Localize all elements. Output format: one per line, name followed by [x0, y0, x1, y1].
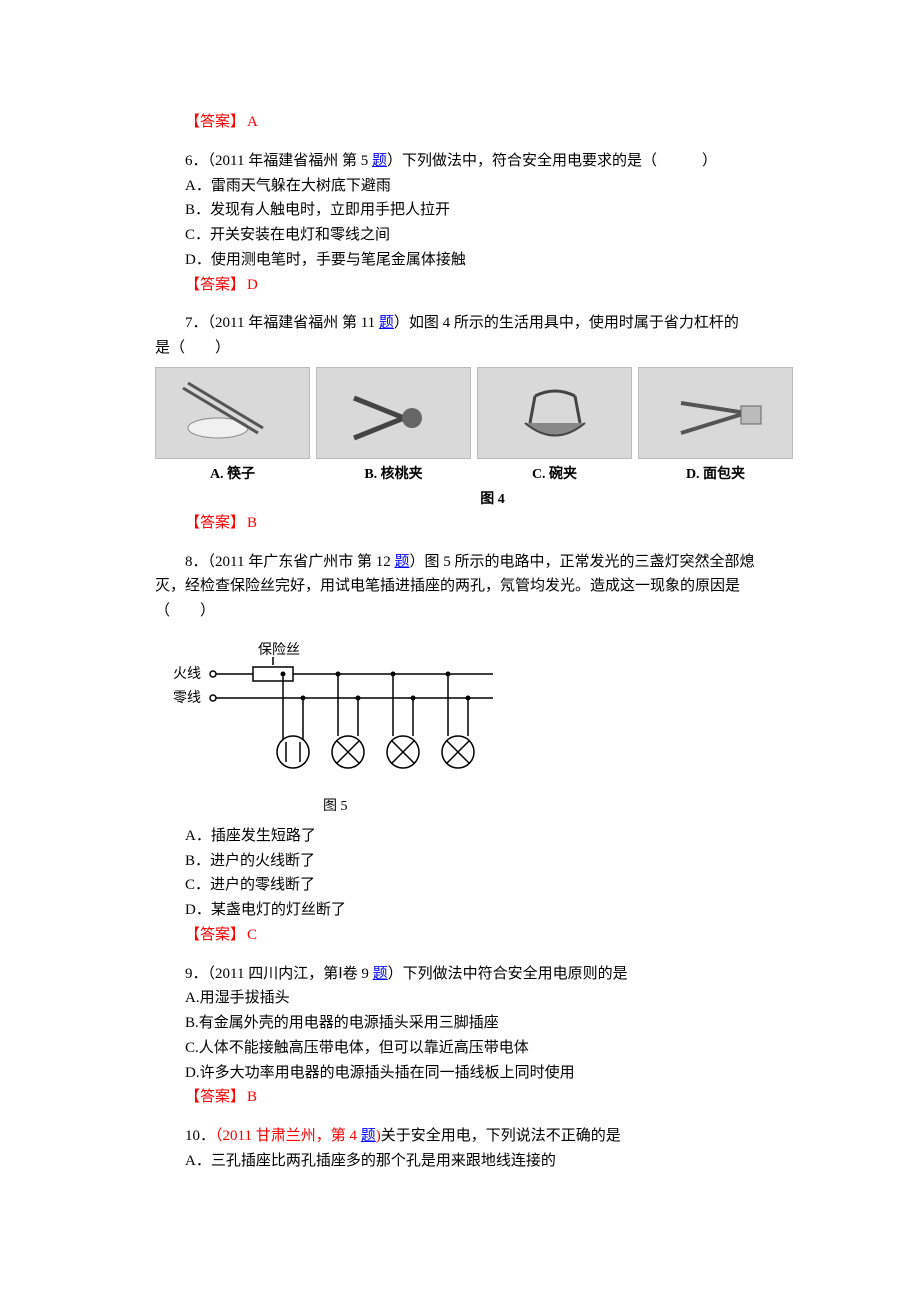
spacer — [155, 135, 790, 149]
q10-stem-suffix: 关于安全用电，下列说法不正确的是 — [381, 1128, 621, 1144]
q7-caption-a: A. 筷子 — [210, 463, 255, 486]
q7-answer-letter: B — [247, 515, 257, 531]
spacer — [155, 297, 790, 311]
answer-label: 【答案】 — [185, 114, 245, 130]
live-label: 火线 — [173, 666, 201, 682]
q6-stem: 6．（2011 年福建省福州 第 5 题）下列做法中，符合安全用电要求的是（ ） — [155, 149, 790, 174]
q10-source-link[interactable]: 题 — [361, 1128, 376, 1144]
fuse-label: 保险丝 — [258, 642, 300, 658]
q7-figure-label: 图 4 — [155, 488, 790, 511]
q6-option-c: C．开关安装在电灯和零线之间 — [155, 223, 790, 248]
q6-stem-suffix: ）下列做法中，符合安全用电要求的是（ — [387, 153, 657, 169]
q7-subfig-d: D. 面包夹 — [638, 367, 793, 486]
q6-source-prefix: （2011 年福建省福州 第 5 — [208, 153, 372, 169]
q9-source-prefix: （2011 四川内江，第Ⅰ卷 9 — [208, 966, 373, 982]
q8-option-d: D．某盏电灯的灯丝断了 — [155, 898, 790, 923]
q6-number: 6． — [185, 153, 208, 169]
q8-option-a: A．插座发生短路了 — [155, 824, 790, 849]
q7-stem-line1: 7．（2011 年福建省福州 第 11 题）如图 4 所示的生活用具中，使用时属… — [155, 311, 790, 336]
answer-label: 【答案】 — [185, 277, 245, 293]
q6-option-d: D．使用测电笔时，手要与笔尾金属体接触 — [155, 248, 790, 273]
page-container: 【答案】A 6．（2011 年福建省福州 第 5 题）下列做法中，符合安全用电要… — [0, 0, 920, 1302]
q6-option-b: B．发现有人触电时，立即用手把人拉开 — [155, 198, 790, 223]
q8-option-c: C．进户的零线断了 — [155, 873, 790, 898]
q8-option-b: B．进户的火线断了 — [155, 849, 790, 874]
q7-source-link[interactable]: 题 — [379, 315, 394, 331]
q5-answer-row: 【答案】A — [155, 110, 790, 135]
q8-stem-line1: 8．（2011 年广东省广州市 第 12 题）图 5 所示的电路中，正常发光的三… — [155, 550, 790, 575]
q8-source-prefix: （2011 年广东省广州市 第 12 — [208, 554, 395, 570]
q5-answer-letter: A — [247, 114, 258, 130]
neutral-label: 零线 — [173, 690, 201, 706]
q7-number: 7． — [185, 315, 208, 331]
spacer — [155, 948, 790, 962]
q10-number: 10． — [185, 1128, 215, 1144]
q9-stem: 9．（2011 四川内江，第Ⅰ卷 9 题）下列做法中符合安全用电原则的是 — [155, 962, 790, 987]
q9-option-c: C.人体不能接触高压带电体，但可以靠近高压带电体 — [155, 1036, 790, 1061]
chopsticks-icon — [173, 378, 293, 448]
q7-subfig-b: B. 核桃夹 — [316, 367, 471, 486]
q6-stem-close: ） — [702, 153, 717, 169]
q9-option-a: A.用湿手拔插头 — [155, 986, 790, 1011]
q7-stem-line2: 是（ ） — [155, 336, 790, 361]
q9-stem-suffix: ）下列做法中符合安全用电原则的是 — [388, 966, 628, 982]
q8-source-link[interactable]: 题 — [394, 554, 409, 570]
q10-source-prefix: （2011 甘肃兰州，第 4 — [215, 1128, 361, 1144]
q8-answer-row: 【答案】C — [155, 923, 790, 948]
q8-number: 8． — [185, 554, 208, 570]
circuit-diagram-icon: 保险丝 火线 零线 — [173, 642, 503, 782]
bread-clamp-icon — [656, 378, 776, 448]
q9-source-link[interactable]: 题 — [373, 966, 388, 982]
spacer — [155, 536, 790, 550]
q9-option-d: D.许多大功率用电器的电源插头插在同一插线板上同时使用 — [155, 1061, 790, 1086]
q7-stem-suffix: ）如图 4 所示的生活用具中，使用时属于省力杠杆的 — [394, 315, 739, 331]
q7-img-a — [155, 367, 310, 459]
nutcracker-icon — [334, 378, 454, 448]
q9-number: 9． — [185, 966, 208, 982]
q7-answer-row: 【答案】B — [155, 511, 790, 536]
q7-source-prefix: （2011 年福建省福州 第 11 — [208, 315, 379, 331]
q9-answer-letter: B — [247, 1089, 257, 1105]
q6-answer-row: 【答案】D — [155, 273, 790, 298]
q8-stem-l1-suffix: ）图 5 所示的电路中，正常发光的三盏灯突然全部熄 — [409, 554, 754, 570]
q6-answer-letter: D — [247, 277, 258, 293]
q10-option-a: A．三孔插座比两孔插座多的那个孔是用来跟地线连接的 — [155, 1149, 790, 1174]
q7-caption-c: C. 碗夹 — [532, 463, 577, 486]
q9-answer-row: 【答案】B — [155, 1085, 790, 1110]
q7-img-c — [477, 367, 632, 459]
q7-img-d — [638, 367, 793, 459]
q8-stem-line2: 灭，经检查保险丝完好，用试电笔插进插座的两孔，氖管均发光。造成这一现象的原因是 — [155, 574, 790, 599]
spacer — [155, 1110, 790, 1124]
q7-caption-b: B. 核桃夹 — [364, 463, 422, 486]
q10-stem: 10．（2011 甘肃兰州，第 4 题)关于安全用电，下列说法不正确的是 — [155, 1124, 790, 1149]
q7-figure-row: A. 筷子 B. 核桃夹 C. 碗夹 — [155, 367, 790, 486]
answer-label: 【答案】 — [185, 1089, 245, 1105]
q8-circuit-caption: 图 5 — [323, 795, 790, 818]
q7-subfig-c: C. 碗夹 — [477, 367, 632, 486]
q8-stem-line3: （ ） — [155, 599, 790, 624]
q6-option-a: A．雷雨天气躲在大树底下避雨 — [155, 174, 790, 199]
q6-source-link[interactable]: 题 — [372, 153, 387, 169]
q7-img-b — [316, 367, 471, 459]
q7-subfig-a: A. 筷子 — [155, 367, 310, 486]
q9-option-b: B.有金属外壳的用电器的电源插头采用三脚插座 — [155, 1011, 790, 1036]
answer-label: 【答案】 — [185, 927, 245, 943]
answer-label: 【答案】 — [185, 515, 245, 531]
q8-answer-letter: C — [247, 927, 257, 943]
q7-caption-d: D. 面包夹 — [686, 463, 745, 486]
q8-circuit: 保险丝 火线 零线 — [173, 642, 790, 818]
bowl-clamp-icon — [495, 378, 615, 448]
